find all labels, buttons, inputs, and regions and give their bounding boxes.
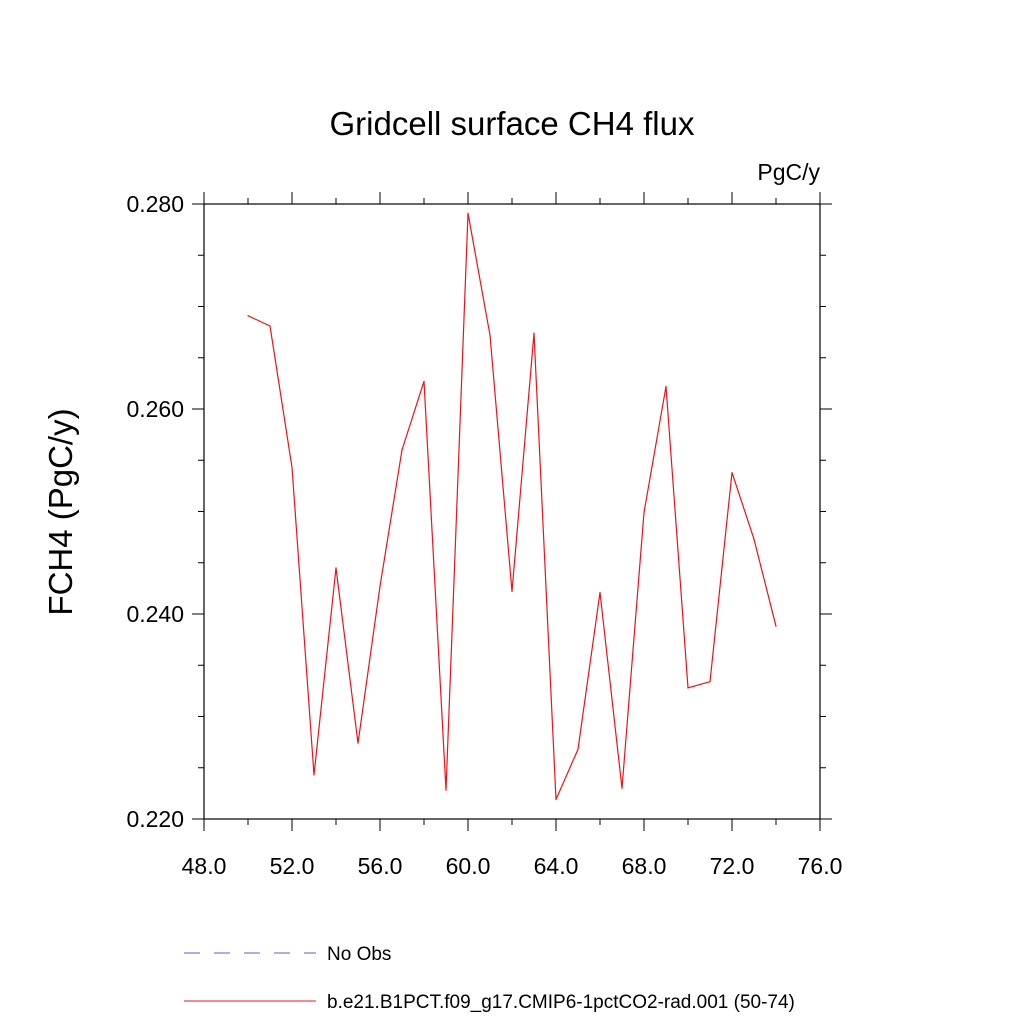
series-line-0: [247, 213, 777, 800]
x-tick-label: 76.0: [798, 853, 843, 879]
data-point: [489, 334, 491, 336]
chart-title: Gridcell surface CH4 flux: [330, 105, 695, 142]
y-tick-label: 0.220: [126, 806, 184, 832]
data-point: [621, 787, 623, 789]
data-point: [753, 538, 755, 540]
data-point: [291, 466, 293, 469]
data-point: [445, 789, 447, 791]
y-tick-labels: 0.220 0.240 0.260 0.280: [126, 191, 184, 832]
x-tick-labels: 48.0 52.0 56.0 60.0 64.0 68.0 72.0 76.0: [182, 853, 843, 879]
data-point: [511, 590, 513, 593]
data-point: [247, 315, 249, 317]
units-label: PgC/y: [757, 159, 820, 185]
data-point: [709, 681, 711, 683]
series-group: [247, 212, 777, 801]
x-tick-label: 72.0: [710, 853, 755, 879]
legend-model-label: b.e21.B1PCT.f09_g17.CMIP6-1pctCO2-rad.00…: [327, 992, 795, 1013]
data-point: [335, 567, 337, 569]
data-point: [687, 687, 689, 689]
x-tick-label: 60.0: [446, 853, 491, 879]
y-tick-label: 0.240: [126, 601, 184, 627]
data-point: [775, 625, 777, 627]
x-tick-label: 64.0: [534, 853, 579, 879]
legend: No Obs b.e21.B1PCT.f09_g17.CMIP6-1pctCO2…: [184, 944, 795, 1013]
data-point: [379, 585, 381, 587]
data-point: [731, 471, 733, 474]
data-point: [423, 380, 425, 382]
data-point: [577, 748, 579, 750]
data-point: [665, 385, 667, 388]
data-point: [401, 449, 403, 451]
data-point: [313, 774, 315, 776]
data-point: [555, 798, 557, 801]
y-tick-label: 0.260: [126, 396, 184, 422]
data-point: [533, 332, 535, 334]
legend-no-obs-label: No Obs: [327, 944, 391, 965]
data-point: [357, 742, 359, 744]
y-axis-label: FCH4 (PgC/y): [42, 408, 79, 615]
x-tick-label: 48.0: [182, 853, 227, 879]
data-point: [269, 325, 271, 327]
data-point: [599, 591, 601, 594]
data-point: [643, 511, 645, 514]
axis-ticks: [192, 192, 832, 831]
data-point: [467, 212, 469, 214]
y-tick-label: 0.280: [126, 191, 184, 217]
x-tick-label: 68.0: [622, 853, 667, 879]
x-tick-label: 52.0: [270, 853, 315, 879]
x-tick-label: 56.0: [358, 853, 403, 879]
